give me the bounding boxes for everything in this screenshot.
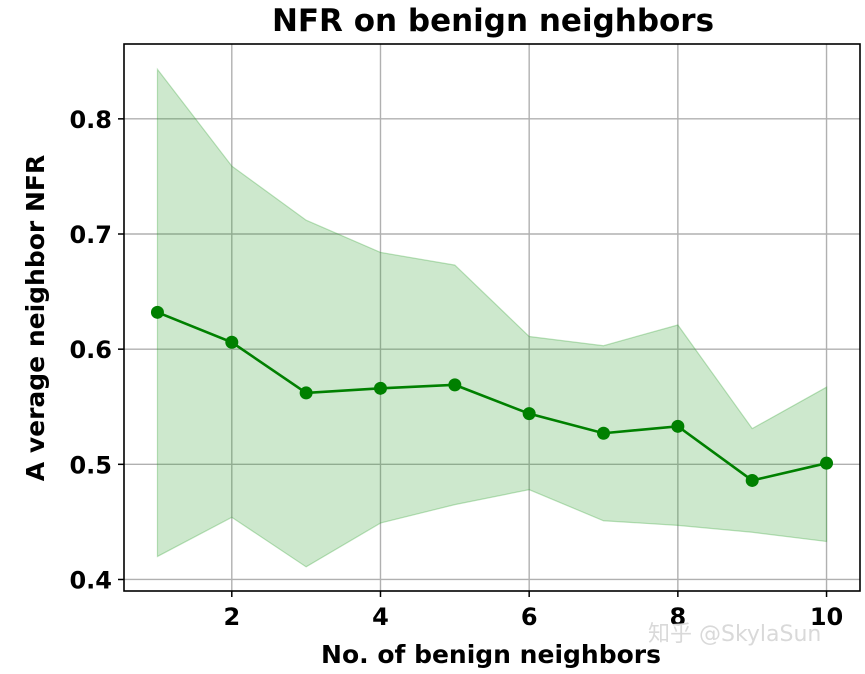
data-point	[597, 426, 611, 440]
confidence-band	[156, 67, 828, 568]
data-point	[745, 473, 759, 487]
data-point	[150, 305, 164, 319]
y-tick-label: 0.6	[69, 336, 112, 364]
y-tick-label: 0.7	[69, 221, 112, 249]
y-axis-ticks: 0.4 0.5 0.6 0.7 0.8	[69, 106, 124, 594]
x-tick-label: 10	[810, 603, 843, 631]
data-point	[299, 386, 313, 400]
data-point	[671, 419, 685, 433]
chart-title: NFR on benign neighbors	[272, 3, 714, 39]
mean-series-line	[156, 311, 827, 482]
data-point	[373, 381, 387, 395]
y-tick-label: 0.4	[69, 566, 112, 594]
x-axis-label: No. of benign neighbors	[321, 640, 661, 669]
watermark-text: 知乎 @SkylaSun	[648, 622, 821, 647]
data-point	[820, 456, 834, 470]
x-tick-label: 4	[372, 603, 389, 631]
y-tick-label: 0.5	[69, 451, 112, 479]
x-tick-label: 6	[521, 603, 538, 631]
x-axis-ticks: 2 4 6 8 10	[223, 591, 843, 631]
grid-lines	[124, 44, 860, 591]
mean-series-points	[150, 305, 834, 487]
x-tick-label: 8	[670, 603, 687, 631]
data-point	[448, 378, 462, 392]
data-point	[522, 407, 536, 421]
y-axis-label: A verage neighbor NFR	[21, 155, 50, 481]
plot-frame	[123, 43, 861, 592]
data-point	[225, 335, 239, 349]
x-tick-label: 2	[223, 603, 240, 631]
y-tick-label: 0.8	[69, 106, 112, 134]
